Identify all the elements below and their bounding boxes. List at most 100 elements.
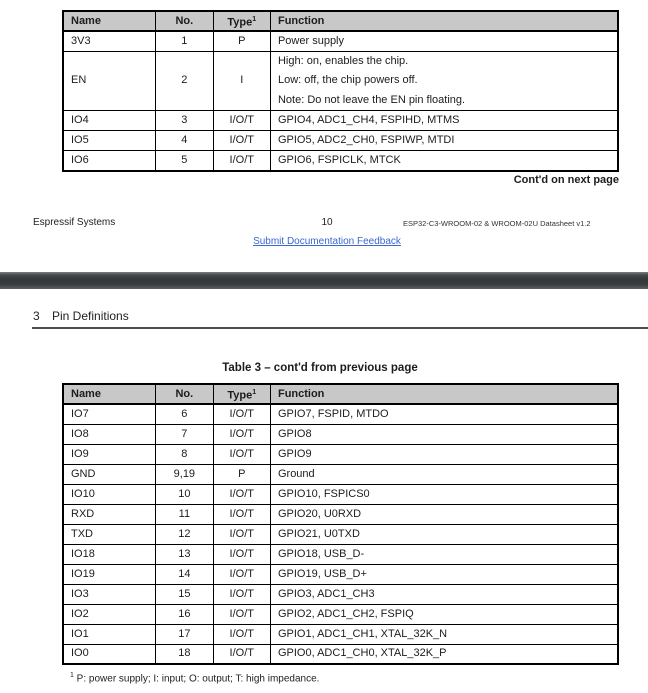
- pin-type-cell: I/O/T: [212, 443, 271, 465]
- pin-no-cell: 9,19: [155, 463, 214, 485]
- pin-function-cell: GPIO10, FSPICS0: [269, 483, 619, 505]
- pin-no-cell: 15: [155, 583, 214, 605]
- table-row: IO9 8 I/O/T GPIO9: [62, 443, 619, 465]
- pin-no-cell: 17: [155, 623, 214, 645]
- type-footnote-marker: 1: [252, 15, 257, 23]
- pin-name-cell: IO1: [62, 623, 157, 645]
- pin-no-cell: 16: [155, 603, 214, 625]
- footer-link-row: Submit Documentation Feedback: [0, 231, 648, 249]
- header-cell-name: Name: [62, 383, 157, 405]
- footer-doc-title: ESP32-C3-WROOM-02 & WROOM-02U Datasheet …: [403, 219, 591, 228]
- pin-function-cell: GPIO5, ADC2_CH0, FSPIWP, MTDI: [269, 130, 619, 151]
- pin-definitions-table-page2: Name No. Type1 Function IO7 6 I/O/T GPIO…: [62, 383, 619, 665]
- pin-type-cell: I/O/T: [212, 403, 271, 425]
- pin-definitions-table-page1: Name No. Type1 Function 3V3 1 P Power su…: [62, 10, 619, 172]
- header-cell-function: Function: [269, 10, 619, 32]
- section-title: Pin Definitions: [52, 309, 129, 323]
- pin-no-cell: 1: [155, 30, 214, 52]
- pin-function-cell: GPIO6, FSPICLK, MTCK: [269, 150, 619, 171]
- pin-function-cell: GPIO18, USB_D-: [269, 543, 619, 565]
- header-cell-function: Function: [269, 383, 619, 405]
- pin-type-cell: I/O/T: [212, 643, 271, 665]
- table-row: EN 2 I High: on, enables the chip. Low: …: [62, 50, 619, 111]
- function-line: High: on, enables the chip.: [277, 54, 409, 67]
- pin-function-cell: GPIO2, ADC1_CH2, FSPIQ: [269, 603, 619, 625]
- pin-no-cell: 14: [155, 563, 214, 585]
- pin-name-cell: IO0: [62, 643, 157, 665]
- footer-company: Espressif Systems: [33, 217, 116, 228]
- pin-name-cell: IO9: [62, 443, 157, 465]
- pin-type-cell: I/O/T: [212, 563, 271, 585]
- pin-function-cell: GPIO9: [269, 443, 619, 465]
- table-row: IO8 7 I/O/T GPIO8: [62, 423, 619, 445]
- pin-type-cell: I/O/T: [212, 583, 271, 605]
- section-number: 3: [33, 309, 40, 323]
- pin-no-cell: 13: [155, 543, 214, 565]
- pin-name-cell: IO7: [62, 403, 157, 425]
- pin-function-cell: GPIO1, ADC1_CH1, XTAL_32K_N: [269, 623, 619, 645]
- header-cell-type: Type1: [212, 383, 271, 405]
- table-row: RXD 11 I/O/T GPIO20, U0RXD: [62, 503, 619, 525]
- table-row: IO5 4 I/O/T GPIO5, ADC2_CH0, FSPIWP, MTD…: [62, 130, 619, 151]
- pin-function-cell: GPIO4, ADC1_CH4, FSPIHD, MTMS: [269, 110, 619, 131]
- footer-page-number: 10: [321, 217, 333, 228]
- pin-type-cell: P: [212, 463, 271, 485]
- pin-name-cell: 3V3: [62, 30, 157, 52]
- pin-type-cell: I/O/T: [212, 130, 271, 151]
- pin-name-cell: GND: [62, 463, 157, 485]
- pin-type-cell: I/O/T: [212, 543, 271, 565]
- pin-name-cell: IO3: [62, 583, 157, 605]
- header-cell-no: No.: [155, 10, 214, 32]
- pin-name-cell: TXD: [62, 523, 157, 545]
- pin-type-cell: I/O/T: [212, 423, 271, 445]
- table-row: IO3 15 I/O/T GPIO3, ADC1_CH3: [62, 583, 619, 605]
- pin-type-cell: I: [212, 50, 271, 111]
- table-header-row: Name No. Type1 Function: [62, 10, 619, 32]
- submit-feedback-link[interactable]: Submit Documentation Feedback: [253, 236, 401, 247]
- pin-no-cell: 6: [155, 403, 214, 425]
- pin-no-cell: 10: [155, 483, 214, 505]
- table-row: IO10 10 I/O/T GPIO10, FSPICS0: [62, 483, 619, 505]
- pin-no-cell: 4: [155, 130, 214, 151]
- pin-function-cell: GPIO8: [269, 423, 619, 445]
- pin-name-cell: IO4: [62, 110, 157, 131]
- pin-no-cell: 5: [155, 150, 214, 171]
- pin-type-cell: I/O/T: [212, 503, 271, 525]
- table-row: IO6 5 I/O/T GPIO6, FSPICLK, MTCK: [62, 150, 619, 171]
- pin-name-cell: EN: [62, 50, 157, 111]
- table-row: TXD 12 I/O/T GPIO21, U0TXD: [62, 523, 619, 545]
- pin-no-cell: 7: [155, 423, 214, 445]
- contd-next-page-note: Cont'd on next page: [513, 174, 619, 186]
- footnote-text: P: power supply; I: input; O: output; T:…: [73, 673, 320, 685]
- type-footnote-marker: 1: [252, 388, 257, 396]
- table-row: IO19 14 I/O/T GPIO19, USB_D+: [62, 563, 619, 585]
- table-row: IO7 6 I/O/T GPIO7, FSPID, MTDO: [62, 403, 619, 425]
- table-footnote: 1 P: power supply; I: input; O: output; …: [70, 672, 319, 684]
- pin-type-cell: P: [212, 30, 271, 52]
- table-row: IO2 16 I/O/T GPIO2, ADC1_CH2, FSPIQ: [62, 603, 619, 625]
- pin-name-cell: IO2: [62, 603, 157, 625]
- footnote-marker: 1: [70, 672, 74, 679]
- table-row: IO1 17 I/O/T GPIO1, ADC1_CH1, XTAL_32K_N: [62, 623, 619, 645]
- pin-function-cell: GPIO20, U0RXD: [269, 503, 619, 525]
- pin-type-cell: I/O/T: [212, 603, 271, 625]
- pin-type-cell: I/O/T: [212, 623, 271, 645]
- pin-no-cell: 11: [155, 503, 214, 525]
- table-header-row: Name No. Type1 Function: [62, 383, 619, 405]
- header-cell-name: Name: [62, 10, 157, 32]
- pin-function-cell: High: on, enables the chip. Low: off, th…: [269, 50, 619, 111]
- pin-type-cell: I/O/T: [212, 523, 271, 545]
- pin-no-cell: 12: [155, 523, 214, 545]
- function-line: Low: off, the chip powers off.: [277, 74, 418, 86]
- pin-function-cell: Ground: [269, 463, 619, 485]
- pin-no-cell: 3: [155, 110, 214, 131]
- table-row: IO0 18 I/O/T GPIO0, ADC1_CH0, XTAL_32K_P: [62, 643, 619, 665]
- pin-type-cell: I/O/T: [212, 110, 271, 131]
- pin-name-cell: IO10: [62, 483, 157, 505]
- pin-function-cell: GPIO21, U0TXD: [269, 523, 619, 545]
- pin-type-cell: I/O/T: [212, 150, 271, 171]
- function-line: Note: Do not leave the EN pin floating.: [277, 93, 466, 106]
- section-heading: 3 Pin Definitions: [33, 309, 648, 323]
- pin-function-cell: GPIO19, USB_D+: [269, 563, 619, 585]
